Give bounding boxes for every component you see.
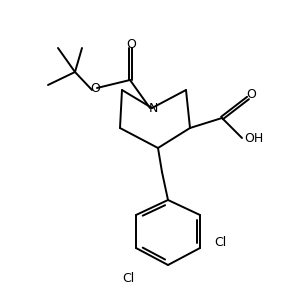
Text: O: O <box>90 82 100 95</box>
Text: Cl: Cl <box>122 271 134 284</box>
Text: N: N <box>148 102 158 115</box>
Text: Cl: Cl <box>214 235 226 249</box>
Text: OH: OH <box>244 131 264 144</box>
Text: O: O <box>246 88 256 102</box>
Text: O: O <box>126 37 136 50</box>
